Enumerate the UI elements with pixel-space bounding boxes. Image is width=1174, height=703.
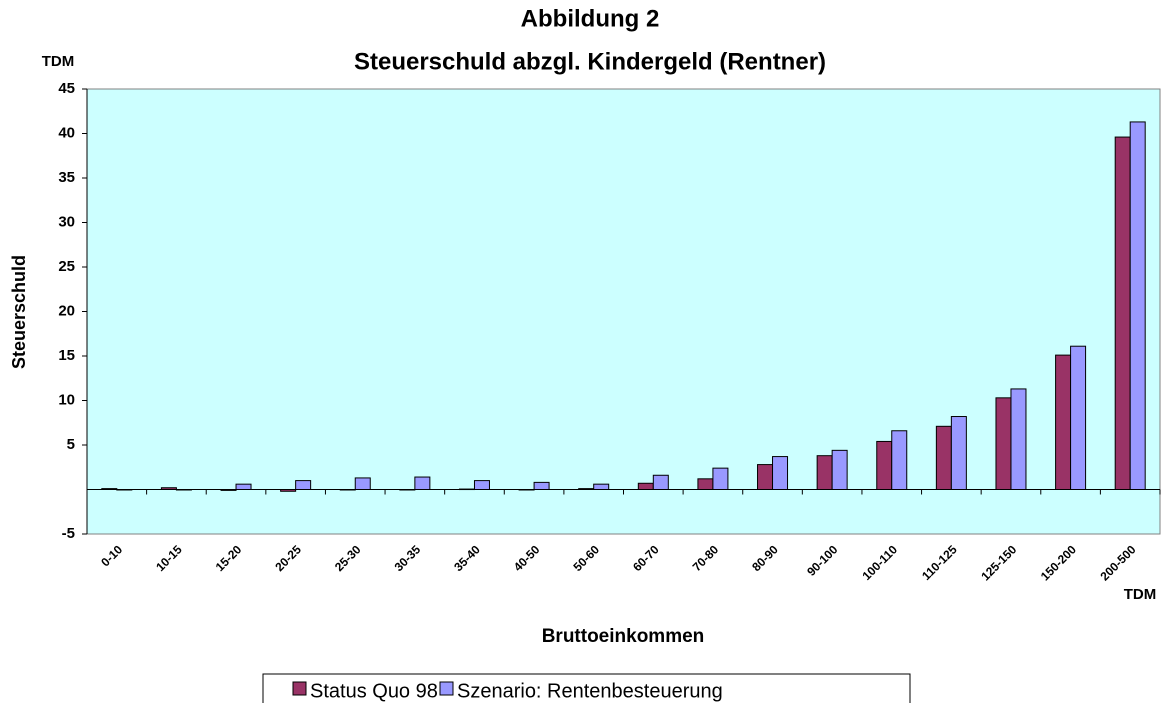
bar: [473, 480, 490, 491]
legend-label: Status Quo 98: [310, 680, 438, 702]
y-tick-label: 5: [67, 436, 75, 453]
x-tick-label: 90-100: [804, 542, 841, 579]
bar: [637, 482, 654, 490]
x-tick-label: 10-15: [153, 542, 185, 574]
y-tick-label: -5: [62, 525, 75, 542]
bar: [950, 416, 967, 490]
x-tick-label: 25-30: [332, 542, 364, 574]
bar: [533, 481, 550, 491]
chart-title: Abbildung 2: [521, 5, 660, 32]
chart-title: Steuerschuld abzgl. Kindergeld (Rentner): [354, 48, 826, 75]
bar: [831, 449, 848, 490]
bar: [652, 474, 669, 491]
bar: [1070, 345, 1087, 490]
bar: [816, 455, 833, 490]
legend-swatch: [439, 681, 454, 696]
bar: [1114, 136, 1131, 490]
bar: [354, 477, 371, 490]
x-axis-label: Bruttoeinkommen: [542, 626, 705, 647]
x-tick-label: 150-200: [1038, 542, 1079, 583]
x-tick-label: 200-500: [1098, 542, 1139, 583]
legend-label: Szenario: Rentenbesteuerung: [457, 680, 723, 702]
bar: [414, 476, 431, 491]
y-unit: TDM: [42, 53, 75, 70]
bar: [697, 478, 714, 491]
plot-area: [86, 88, 1161, 535]
x-tick-label: 0-10: [98, 542, 125, 569]
legend-box: [262, 673, 911, 703]
bar: [891, 430, 908, 491]
bar: [772, 456, 789, 491]
y-tick-label: 45: [58, 80, 75, 97]
y-tick-label: 25: [58, 258, 75, 275]
x-tick-label: 70-80: [690, 542, 722, 574]
x-tick-label: 100-110: [860, 542, 901, 583]
x-tick-label: 40-50: [511, 542, 543, 574]
x-tick-label: 30-35: [392, 542, 424, 574]
x-tick-label: 110-125: [919, 542, 960, 583]
y-tick-label: 10: [58, 391, 75, 408]
bar: [1055, 354, 1072, 490]
y-tick-label: 40: [58, 124, 75, 141]
bar: [1129, 121, 1146, 491]
x-tick-label: 35-40: [451, 542, 483, 574]
x-tick-label: 80-90: [749, 542, 781, 574]
bar: [995, 397, 1012, 490]
x-tick-label: 20-25: [272, 542, 304, 574]
y-tick-label: 20: [58, 302, 75, 319]
x-tick-label: 50-60: [570, 542, 602, 574]
bar: [712, 467, 729, 491]
x-tick-label: 15-20: [213, 542, 245, 574]
legend-swatch: [292, 681, 307, 696]
x-tick-label: 60-70: [630, 542, 662, 574]
y-axis-label: Steuerschuld: [9, 255, 29, 369]
bar: [593, 483, 610, 491]
bar: [757, 464, 774, 490]
y-tick-label: 35: [58, 169, 75, 186]
bar: [876, 440, 893, 491]
y-tick-label: 15: [58, 347, 75, 364]
bar: [295, 480, 312, 491]
bar: [1010, 388, 1027, 490]
x-tick-label: 125-150: [978, 542, 1019, 583]
y-tick-label: 30: [58, 213, 75, 230]
x-unit: TDM: [1124, 586, 1157, 603]
bar: [235, 483, 252, 491]
bar: [935, 425, 952, 490]
